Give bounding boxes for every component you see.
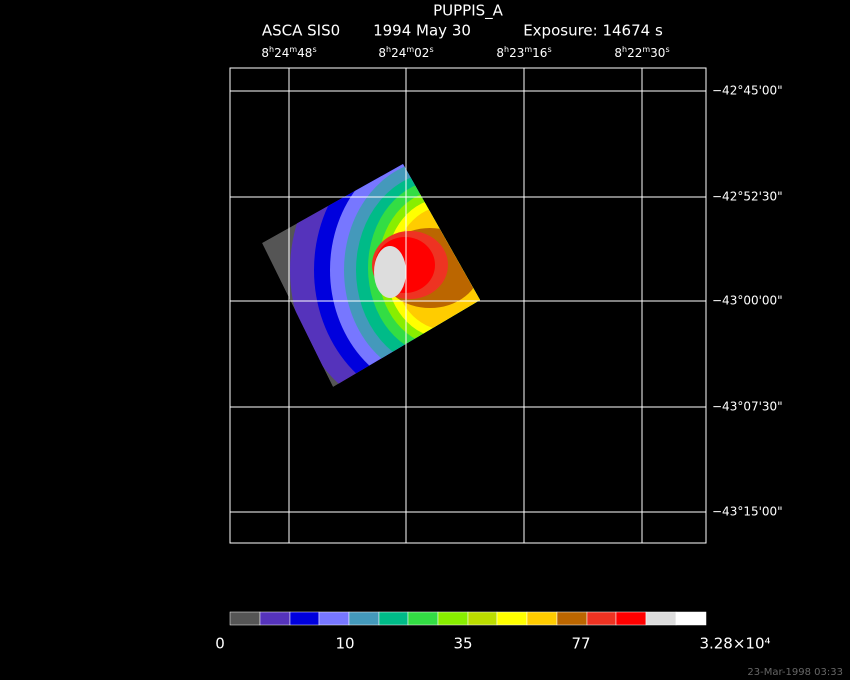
dec-label: −42°52'30" <box>712 190 783 204</box>
coordinate-grid <box>229 67 707 544</box>
dec-label: −43°15'00" <box>712 505 783 519</box>
colorbar-label: 0 <box>215 635 225 653</box>
exposure: Exposure: 14674 s <box>523 22 663 40</box>
ra-label: 8h24m48s <box>261 45 316 60</box>
timestamp: 23-Mar-1998 03:33 <box>747 667 843 678</box>
dec-label: −43°07'30" <box>712 400 783 414</box>
xray-image <box>262 164 480 387</box>
ra-label: 8h22m30s <box>614 45 669 60</box>
ra-label: 8h23m16s <box>496 45 551 60</box>
colorbar-label: 77 <box>571 635 590 653</box>
date: 1994 May 30 <box>373 22 471 40</box>
dec-label: −42°45'00" <box>712 84 783 98</box>
instrument: ASCA SIS0 <box>262 22 340 40</box>
colorbar-label: 10 <box>335 635 354 653</box>
colorbar <box>229 611 707 626</box>
dec-label: −43°00'00" <box>712 294 783 308</box>
title: PUPPIS_A <box>433 2 504 21</box>
colorbar-label: 3.28×10⁴ <box>699 635 770 653</box>
colorbar-label: 35 <box>453 635 472 653</box>
ra-label: 8h24m02s <box>378 45 433 60</box>
